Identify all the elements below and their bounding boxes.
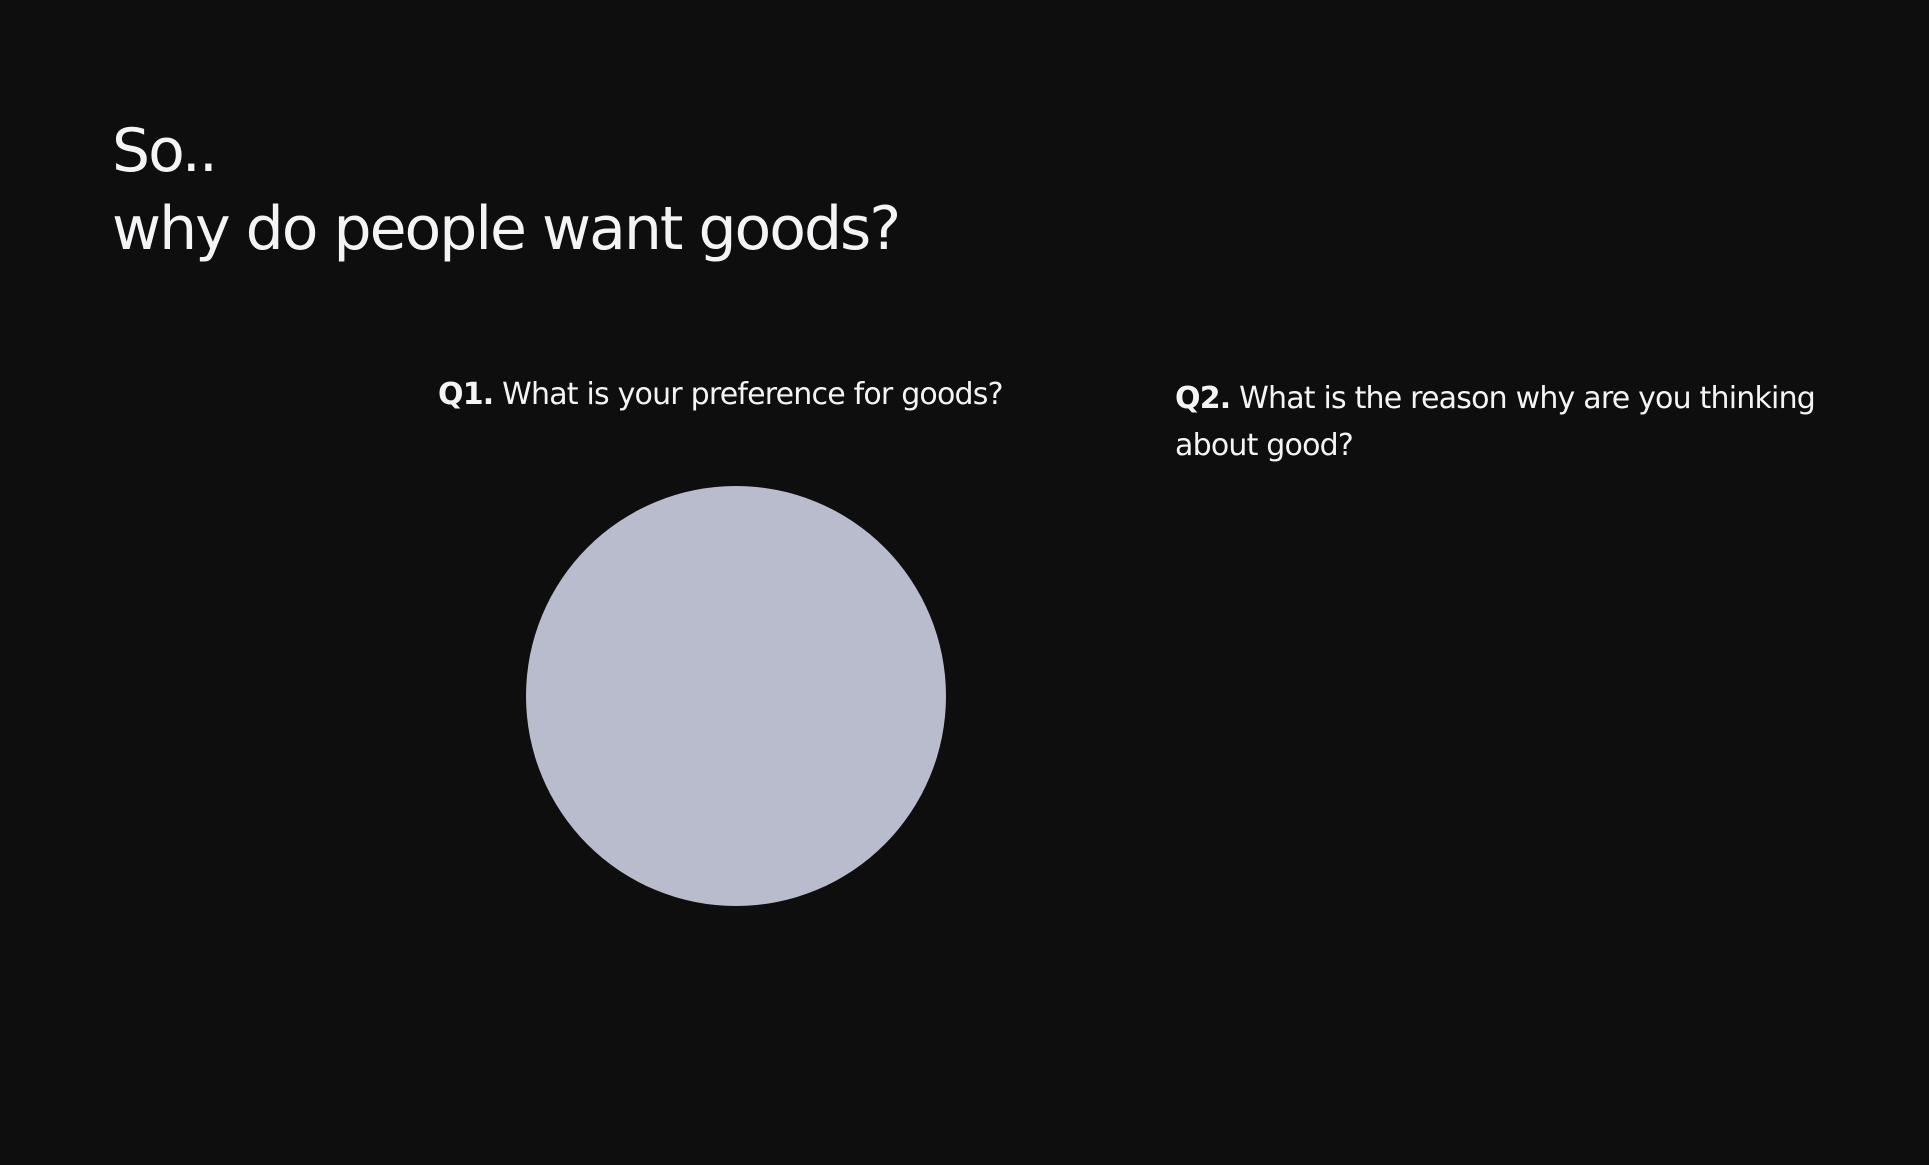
question-text: What is your preference for goods? xyxy=(502,377,1003,412)
title: So.. why do people want goods? xyxy=(112,112,901,268)
question-number: Q2. xyxy=(1175,381,1231,416)
placeholder-circle xyxy=(526,486,946,906)
question: Q1. What is your preference for goods? xyxy=(438,371,1004,418)
question-text: What is the reason why are you thinking … xyxy=(1175,381,1816,463)
title-line: So.. xyxy=(112,116,218,186)
question: Q2. What is the reason why are you think… xyxy=(1175,375,1855,469)
title-line: why do people want goods? xyxy=(112,194,901,264)
question-number: Q1. xyxy=(438,377,494,412)
